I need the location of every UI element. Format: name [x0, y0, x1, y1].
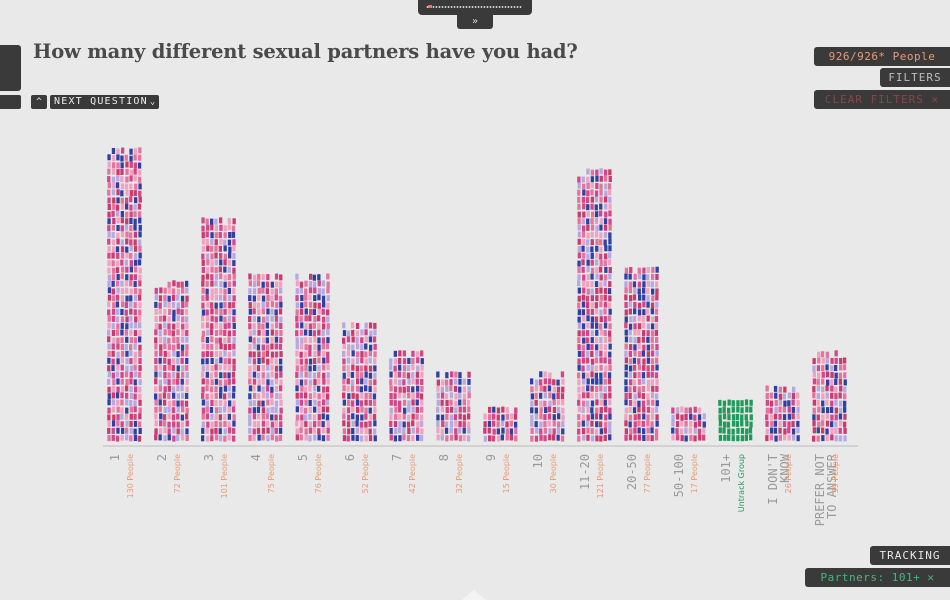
count-label-1: 72 People [173, 454, 182, 493]
count-label-14: 26 People [784, 454, 793, 493]
chevron-down-icon: ⌄ [149, 97, 156, 107]
tick-label-8: 9 [484, 454, 498, 461]
bottom-drawer-notch[interactable] [462, 590, 486, 600]
top-drawer-tab[interactable] [418, 0, 532, 15]
left-side-tab[interactable] [0, 45, 21, 91]
tick-label-10: 11-20 [578, 454, 592, 490]
bar-11-20[interactable] [577, 168, 612, 442]
count-label-10: 121 People [596, 454, 605, 498]
filters-button[interactable]: FILTERS [880, 68, 950, 87]
tick-label-2: 3 [202, 454, 216, 461]
bar-idont-know[interactable] [765, 385, 800, 442]
count-label-5: 52 People [361, 454, 370, 493]
bar-6[interactable] [342, 322, 377, 442]
count-label-11: 77 People [643, 454, 652, 493]
bar-3[interactable] [201, 217, 236, 442]
bar-10[interactable] [530, 371, 565, 442]
bar-4[interactable] [248, 273, 283, 442]
bar-5[interactable] [295, 273, 330, 442]
count-label-6: 42 People [408, 454, 417, 493]
tick-label-11: 20-50 [625, 454, 639, 490]
drawer-dots [426, 6, 522, 8]
count-label-12: 17 People [690, 454, 699, 493]
tick-label-12: 50-100 [672, 454, 686, 497]
bar-8[interactable] [436, 371, 471, 442]
tracking-filter-chip[interactable]: Partners: 101+ ✕ [805, 568, 950, 587]
count-label-4: 76 People [314, 454, 323, 493]
count-label-15: 39 People [831, 454, 840, 493]
bar-50-100[interactable] [671, 406, 706, 442]
bar-101+[interactable] [718, 399, 753, 442]
tick-label-13: 101+ [719, 454, 733, 483]
tick-label-0: 1 [108, 454, 122, 461]
page-title: How many different sexual partners have … [33, 40, 578, 63]
tick-label-15: PREFER NOTTO ANSWER [813, 453, 839, 526]
bar-20-50[interactable] [624, 266, 659, 442]
count-label-3: 75 People [267, 454, 276, 493]
people-count-badge: 926/926* People [814, 47, 950, 66]
left-side-tab-small[interactable] [0, 95, 21, 109]
bar-prefernot-toanswer[interactable] [812, 350, 847, 442]
count-label-9: 30 People [549, 454, 558, 493]
tick-label-1: 2 [155, 454, 169, 461]
tick-label-6: 7 [390, 454, 404, 461]
tick-label-14: I DON'TKNOW [766, 453, 792, 504]
count-label-0: 130 People [126, 454, 135, 498]
bar-1[interactable] [107, 147, 142, 442]
chevron-up-icon: ^ [36, 97, 42, 107]
previous-question-button[interactable]: ^ [31, 95, 47, 109]
bar-9[interactable] [483, 406, 518, 442]
drawer-position-marker [428, 5, 432, 8]
tick-label-7: 8 [437, 454, 451, 461]
count-label-2: 101 People [220, 454, 229, 498]
tick-label-3: 4 [249, 454, 263, 461]
count-label-8: 15 People [502, 454, 511, 493]
tick-label-4: 5 [296, 454, 310, 461]
count-label-7: 32 People [455, 454, 464, 493]
bar-2[interactable] [154, 280, 189, 442]
tick-label-9: 10 [531, 454, 545, 468]
next-question-button[interactable]: NEXT QUESTION ⌄ [50, 95, 160, 109]
bar-7[interactable] [389, 350, 424, 442]
tick-label-5: 6 [343, 454, 357, 461]
clear-filters-button[interactable]: CLEAR FILTERS ✕ [814, 90, 950, 109]
tracking-button[interactable]: TRACKING [870, 546, 950, 565]
count-label-13[interactable]: Untrack Group [737, 454, 746, 512]
double-chevron-down-icon[interactable]: » [457, 15, 493, 29]
next-question-label: NEXT QUESTION [54, 96, 148, 107]
